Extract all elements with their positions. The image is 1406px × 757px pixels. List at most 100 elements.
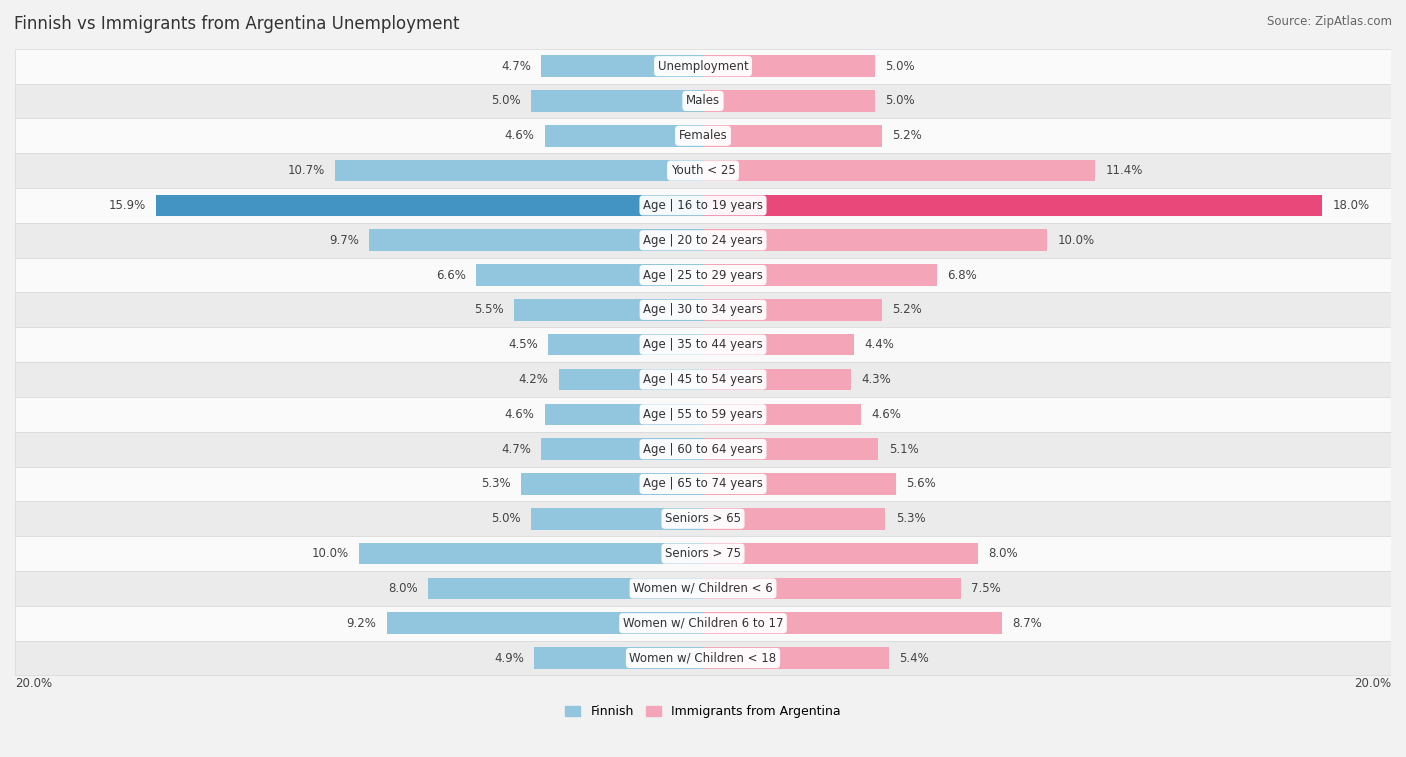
Bar xyxy=(703,264,936,286)
Text: Women w/ Children < 6: Women w/ Children < 6 xyxy=(633,582,773,595)
Bar xyxy=(703,508,886,530)
Text: 5.0%: 5.0% xyxy=(886,95,915,107)
Text: Seniors > 65: Seniors > 65 xyxy=(665,512,741,525)
Text: 20.0%: 20.0% xyxy=(1354,678,1391,690)
FancyBboxPatch shape xyxy=(15,118,1391,153)
Text: 4.6%: 4.6% xyxy=(872,408,901,421)
Text: Age | 35 to 44 years: Age | 35 to 44 years xyxy=(643,338,763,351)
Bar xyxy=(703,125,882,147)
Text: 4.9%: 4.9% xyxy=(495,652,524,665)
Bar xyxy=(359,543,703,565)
Text: Women w/ Children < 18: Women w/ Children < 18 xyxy=(630,652,776,665)
FancyBboxPatch shape xyxy=(15,571,1391,606)
Text: Age | 30 to 34 years: Age | 30 to 34 years xyxy=(643,304,763,316)
FancyBboxPatch shape xyxy=(15,536,1391,571)
Text: Males: Males xyxy=(686,95,720,107)
Bar xyxy=(703,90,875,112)
Text: 20.0%: 20.0% xyxy=(15,678,52,690)
Bar xyxy=(477,264,703,286)
Text: 4.3%: 4.3% xyxy=(862,373,891,386)
FancyBboxPatch shape xyxy=(15,466,1391,501)
Bar xyxy=(703,160,1095,182)
FancyBboxPatch shape xyxy=(15,188,1391,223)
Text: Age | 20 to 24 years: Age | 20 to 24 years xyxy=(643,234,763,247)
FancyBboxPatch shape xyxy=(15,327,1391,362)
Bar xyxy=(427,578,703,600)
Text: Age | 16 to 19 years: Age | 16 to 19 years xyxy=(643,199,763,212)
FancyBboxPatch shape xyxy=(15,257,1391,292)
Text: 5.2%: 5.2% xyxy=(893,304,922,316)
Text: 5.2%: 5.2% xyxy=(893,129,922,142)
Text: Females: Females xyxy=(679,129,727,142)
Bar xyxy=(544,125,703,147)
Text: 15.9%: 15.9% xyxy=(108,199,146,212)
Text: Age | 65 to 74 years: Age | 65 to 74 years xyxy=(643,478,763,491)
FancyBboxPatch shape xyxy=(15,153,1391,188)
FancyBboxPatch shape xyxy=(15,640,1391,675)
Bar xyxy=(703,334,855,356)
Bar xyxy=(335,160,703,182)
Bar xyxy=(703,369,851,391)
Text: 10.0%: 10.0% xyxy=(1057,234,1094,247)
FancyBboxPatch shape xyxy=(15,501,1391,536)
Bar xyxy=(541,438,703,460)
Bar xyxy=(703,578,960,600)
Text: 4.5%: 4.5% xyxy=(508,338,538,351)
Text: 5.5%: 5.5% xyxy=(474,304,503,316)
Bar xyxy=(703,647,889,669)
Text: 5.6%: 5.6% xyxy=(905,478,936,491)
Bar xyxy=(703,403,862,425)
Text: Age | 55 to 59 years: Age | 55 to 59 years xyxy=(643,408,763,421)
Text: Age | 45 to 54 years: Age | 45 to 54 years xyxy=(643,373,763,386)
Text: Unemployment: Unemployment xyxy=(658,60,748,73)
Bar xyxy=(534,647,703,669)
Bar xyxy=(548,334,703,356)
Bar xyxy=(541,55,703,77)
Bar xyxy=(703,473,896,495)
Text: 4.6%: 4.6% xyxy=(505,129,534,142)
Text: 18.0%: 18.0% xyxy=(1333,199,1369,212)
Bar xyxy=(703,438,879,460)
Bar xyxy=(531,508,703,530)
Text: 6.6%: 6.6% xyxy=(436,269,465,282)
Bar xyxy=(558,369,703,391)
Text: 8.7%: 8.7% xyxy=(1012,617,1042,630)
Bar xyxy=(703,229,1047,251)
Text: 4.7%: 4.7% xyxy=(501,60,531,73)
Text: 9.7%: 9.7% xyxy=(329,234,359,247)
Text: Age | 60 to 64 years: Age | 60 to 64 years xyxy=(643,443,763,456)
Text: 9.2%: 9.2% xyxy=(346,617,377,630)
FancyBboxPatch shape xyxy=(15,431,1391,466)
Text: 4.7%: 4.7% xyxy=(501,443,531,456)
Text: Age | 25 to 29 years: Age | 25 to 29 years xyxy=(643,269,763,282)
FancyBboxPatch shape xyxy=(15,397,1391,431)
Bar xyxy=(513,299,703,321)
Text: 4.2%: 4.2% xyxy=(519,373,548,386)
Text: 10.0%: 10.0% xyxy=(312,547,349,560)
Text: 7.5%: 7.5% xyxy=(972,582,1001,595)
Bar xyxy=(370,229,703,251)
Text: Seniors > 75: Seniors > 75 xyxy=(665,547,741,560)
Text: Finnish vs Immigrants from Argentina Unemployment: Finnish vs Immigrants from Argentina Une… xyxy=(14,15,460,33)
Text: 6.8%: 6.8% xyxy=(948,269,977,282)
Text: 8.0%: 8.0% xyxy=(388,582,418,595)
FancyBboxPatch shape xyxy=(15,362,1391,397)
Bar xyxy=(544,403,703,425)
Text: 5.4%: 5.4% xyxy=(898,652,929,665)
Text: 4.4%: 4.4% xyxy=(865,338,894,351)
Bar xyxy=(520,473,703,495)
Text: 5.0%: 5.0% xyxy=(491,512,520,525)
Bar xyxy=(703,299,882,321)
Text: 5.3%: 5.3% xyxy=(896,512,925,525)
Text: 11.4%: 11.4% xyxy=(1105,164,1143,177)
Bar xyxy=(531,90,703,112)
FancyBboxPatch shape xyxy=(15,223,1391,257)
Bar xyxy=(703,612,1002,634)
Text: 5.0%: 5.0% xyxy=(886,60,915,73)
Bar xyxy=(387,612,703,634)
Text: 4.6%: 4.6% xyxy=(505,408,534,421)
FancyBboxPatch shape xyxy=(15,48,1391,83)
Text: Women w/ Children 6 to 17: Women w/ Children 6 to 17 xyxy=(623,617,783,630)
Bar xyxy=(156,195,703,217)
Bar xyxy=(703,55,875,77)
